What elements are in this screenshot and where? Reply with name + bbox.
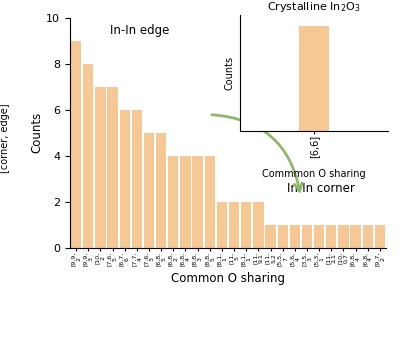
- Bar: [120, 110, 130, 248]
- Bar: [253, 202, 264, 248]
- Bar: [107, 87, 118, 248]
- X-axis label: Commmon O sharing: Commmon O sharing: [262, 170, 366, 179]
- Bar: [71, 41, 81, 248]
- X-axis label: Common O sharing: Common O sharing: [171, 272, 285, 285]
- Bar: [180, 156, 191, 248]
- Bar: [241, 202, 251, 248]
- Bar: [290, 225, 300, 248]
- Text: [corner, edge]: [corner, edge]: [0, 103, 10, 173]
- Bar: [168, 156, 178, 248]
- Bar: [229, 202, 239, 248]
- Bar: [314, 225, 324, 248]
- Bar: [217, 202, 227, 248]
- Bar: [156, 133, 166, 248]
- Bar: [144, 133, 154, 248]
- Text: In-In edge: In-In edge: [110, 24, 169, 37]
- Bar: [375, 225, 385, 248]
- Y-axis label: Counts: Counts: [30, 112, 44, 154]
- Bar: [326, 225, 336, 248]
- Bar: [338, 225, 349, 248]
- Bar: [132, 110, 142, 248]
- Bar: [83, 64, 93, 248]
- Bar: [265, 225, 276, 248]
- Bar: [95, 87, 106, 248]
- Bar: [350, 225, 361, 248]
- Text: In-In corner: In-In corner: [287, 182, 355, 195]
- Bar: [299, 26, 329, 131]
- Bar: [205, 156, 215, 248]
- Bar: [363, 225, 373, 248]
- Bar: [192, 156, 203, 248]
- Bar: [302, 225, 312, 248]
- Bar: [278, 225, 288, 248]
- Title: Crystalline In$_2$O$_3$: Crystalline In$_2$O$_3$: [267, 0, 361, 15]
- Y-axis label: Counts: Counts: [224, 56, 234, 90]
